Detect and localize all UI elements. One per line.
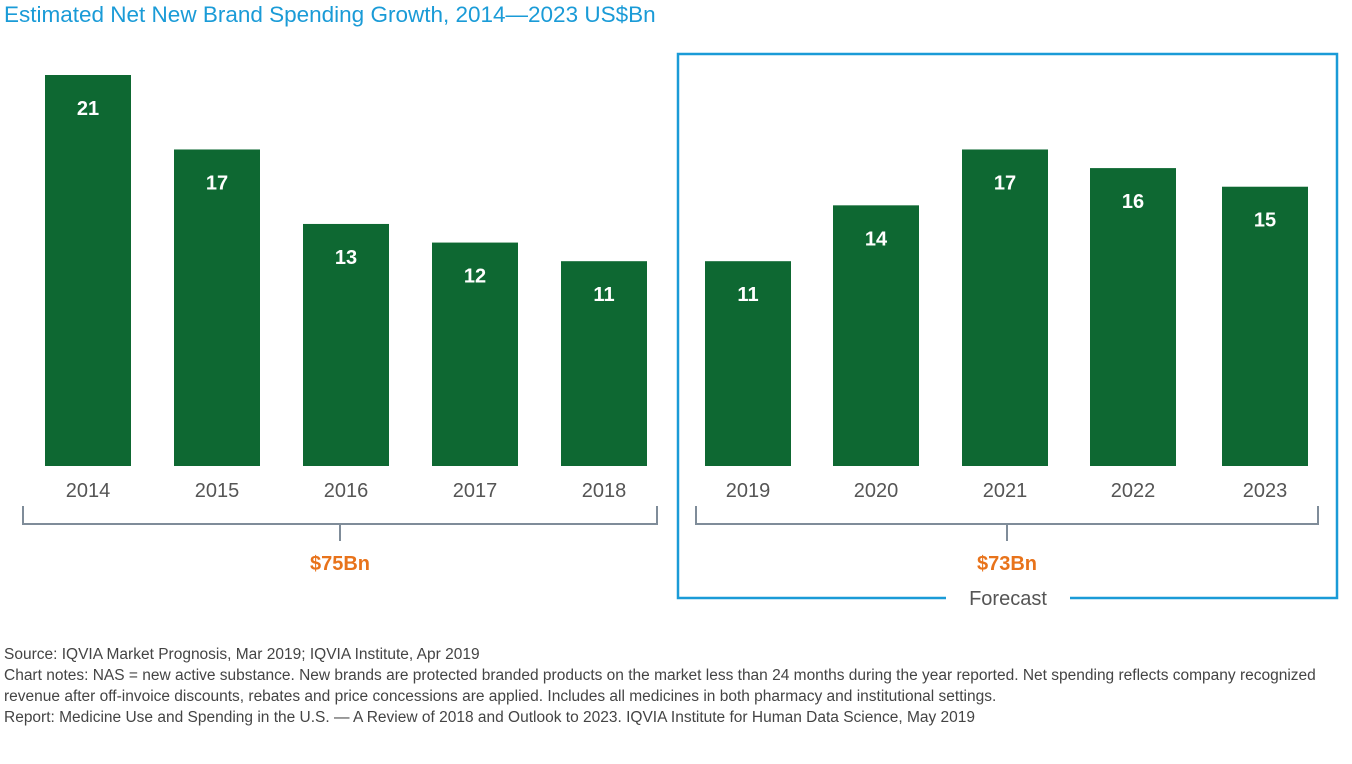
bar-2016 [303,223,389,466]
bar-group: 21 2014 17 2015 13 2016 12 2017 11 2018 11 2019 14 20… [45,75,1308,502]
x-tick-label: 2015 [195,480,240,502]
bar-2020 [833,205,919,467]
x-tick-label: 2023 [1243,480,1288,502]
bar-2015 [174,149,260,466]
bar-value-label: 12 [464,266,486,288]
group-total-label: $73Bn [977,553,1037,575]
forecast-box-outline [676,52,1339,600]
bar-2019 [705,261,791,466]
x-tick-label: 2016 [324,480,369,502]
bar-chart: Forecast 21 2014 17 2015 13 2016 12 2017 11 2018 1… [22,52,1339,610]
x-tick-label: 2019 [726,480,771,502]
x-tick-label: 2017 [453,480,498,502]
bar-2022 [1090,168,1176,466]
bracket-group: $75Bn $73Bn [22,506,1319,575]
bar-2018 [561,261,647,466]
x-tick-label: 2014 [66,480,111,502]
bar-value-label: 11 [593,284,614,306]
bar-2023 [1222,186,1308,466]
bar-value-label: 17 [206,172,228,194]
bar-value-label: 14 [865,228,888,250]
group-total-label: $75Bn [310,553,370,575]
chart-notes-text: Chart notes: NAS = new active substance.… [4,667,1316,705]
bar-value-label: 21 [77,98,99,120]
bar-2014 [45,75,131,466]
forecast-box: Forecast [676,52,1339,610]
x-tick-label: 2022 [1111,480,1156,502]
forecast-label: Forecast [969,588,1047,610]
x-tick-label: 2021 [983,480,1028,502]
bar-value-label: 15 [1254,210,1276,232]
bar-value-label: 17 [994,172,1016,194]
bar-2021 [962,149,1048,466]
x-tick-label: 2020 [854,480,899,502]
bar-value-label: 16 [1122,191,1144,213]
source-note: Source: IQVIA Market Prognosis, Mar 2019… [4,646,480,663]
group-bracket [695,506,1319,541]
bar-value-label: 13 [335,247,357,269]
chart-title: Estimated Net New Brand Spending Growth,… [4,2,656,27]
bar-2017 [432,242,518,466]
group-bracket [22,506,658,541]
bar-value-label: 11 [737,284,758,306]
x-tick-label: 2018 [582,480,627,502]
chart-notes: Source: IQVIA Market Prognosis, Mar 2019… [4,644,1344,728]
report-note: Report: Medicine Use and Spending in the… [4,709,976,726]
